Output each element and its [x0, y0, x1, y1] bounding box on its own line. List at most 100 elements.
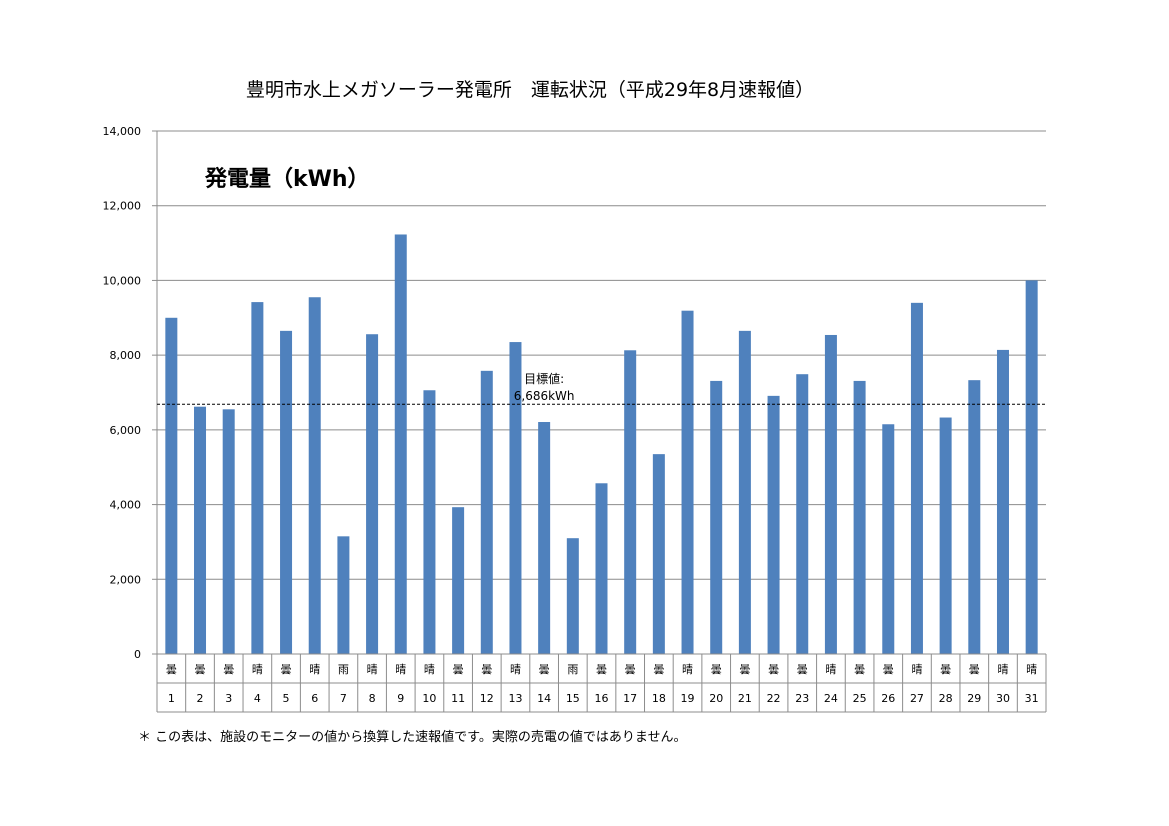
y-tick-label: 8,000	[110, 349, 142, 362]
y-axis-ticks: 0 2,000 4,000 6,000 8,000 10,000 12,000 14,000	[103, 125, 142, 661]
weather-label: 晴	[395, 663, 406, 676]
weather-label: 曇	[653, 663, 664, 676]
day-label: 19	[681, 692, 695, 705]
target-label-line1: 目標値:	[524, 371, 564, 386]
day-label: 17	[623, 692, 637, 705]
y-tick-label: 6,000	[110, 424, 142, 437]
footnote: ＊ この表は、施設のモニターの値から換算した速報値です。実際の売電の値ではありま…	[138, 729, 686, 745]
weather-label: 曇	[768, 663, 779, 676]
bar	[968, 380, 981, 654]
bars	[165, 234, 1038, 654]
day-label: 30	[996, 692, 1010, 705]
bar	[939, 417, 952, 654]
weather-label: 晴	[825, 663, 836, 676]
weather-label: 晴	[997, 663, 1008, 676]
day-label: 2	[197, 692, 204, 705]
weather-label: 曇	[281, 663, 292, 676]
day-label: 20	[709, 692, 723, 705]
weather-label: 晴	[911, 663, 922, 676]
day-label: 11	[451, 692, 465, 705]
weather-label: 曇	[166, 663, 177, 676]
bar	[1025, 280, 1038, 654]
day-label: 25	[853, 692, 867, 705]
y-tick-label: 2,000	[110, 573, 142, 586]
weather-label: 曇	[940, 663, 951, 676]
bar	[652, 454, 665, 654]
weather-label: 曇	[223, 663, 234, 676]
day-label: 7	[340, 692, 347, 705]
day-label: 14	[537, 692, 551, 705]
chart-subtitle: 発電量（kWh）	[204, 167, 370, 192]
weather-label: 曇	[453, 663, 464, 676]
bar	[337, 536, 350, 654]
bar	[882, 424, 895, 654]
day-label: 18	[652, 692, 666, 705]
day-label: 12	[480, 692, 494, 705]
bar	[251, 302, 264, 654]
weather-label: 晴	[510, 663, 521, 676]
target-label-line2: 6,686kWh	[514, 389, 575, 403]
bar	[452, 507, 465, 654]
weather-label: 晴	[309, 663, 320, 676]
day-label: 13	[508, 692, 522, 705]
bar	[796, 374, 809, 654]
chart-title: 豊明市水上メガソーラー発電所 運転状況（平成29年8月速報値）	[246, 79, 814, 101]
weather-label: 曇	[711, 663, 722, 676]
day-label: 9	[397, 692, 404, 705]
bar	[566, 538, 579, 654]
weather-label: 雨	[338, 663, 349, 676]
weather-label: 晴	[367, 663, 378, 676]
bar	[538, 422, 551, 654]
day-label: 15	[566, 692, 580, 705]
weather-label: 曇	[481, 663, 492, 676]
bar	[595, 483, 608, 654]
bar	[280, 330, 293, 654]
weather-label: 晴	[252, 663, 263, 676]
bar	[710, 380, 723, 654]
bar	[423, 390, 436, 654]
bar	[824, 334, 837, 654]
weather-label: 雨	[567, 663, 578, 676]
bar	[910, 302, 923, 654]
day-label: 21	[738, 692, 752, 705]
weather-label: 曇	[625, 663, 636, 676]
weather-label: 晴	[424, 663, 435, 676]
bar	[308, 297, 321, 654]
bar	[681, 310, 694, 654]
bar	[480, 370, 493, 654]
bar	[194, 406, 207, 654]
day-label: 5	[283, 692, 290, 705]
bar	[996, 349, 1009, 654]
weather-label: 曇	[539, 663, 550, 676]
bar	[853, 380, 866, 654]
bar	[222, 409, 235, 654]
weather-label: 曇	[195, 663, 206, 676]
category-table: 曇 1 曇 2 曇 3 晴 4 曇 5 晴 6 雨 7 晴 8 晴 9 晴 10 曇 11 曇 12 晴 13 曇 14 雨 15 曇 16 曇…	[156, 653, 1047, 713]
bar	[624, 350, 637, 654]
day-label: 28	[939, 692, 953, 705]
weather-label: 曇	[854, 663, 865, 676]
weather-label: 晴	[1026, 663, 1037, 676]
y-tick-label: 4,000	[110, 499, 142, 512]
day-label: 16	[595, 692, 609, 705]
day-label: 23	[795, 692, 809, 705]
day-label: 8	[369, 692, 376, 705]
day-label: 10	[422, 692, 436, 705]
y-tick-label: 12,000	[103, 200, 142, 213]
y-tick-label: 14,000	[103, 125, 142, 138]
bar	[509, 342, 522, 654]
day-label: 31	[1025, 692, 1039, 705]
day-label: 4	[254, 692, 261, 705]
weather-label: 曇	[596, 663, 607, 676]
day-label: 3	[225, 692, 232, 705]
weather-label: 晴	[682, 663, 693, 676]
day-label: 27	[910, 692, 924, 705]
bar	[165, 317, 178, 654]
weather-label: 曇	[797, 663, 808, 676]
day-label: 24	[824, 692, 838, 705]
gridlines	[152, 130, 1046, 655]
bar	[394, 234, 407, 654]
weather-label: 曇	[739, 663, 750, 676]
day-label: 6	[311, 692, 318, 705]
